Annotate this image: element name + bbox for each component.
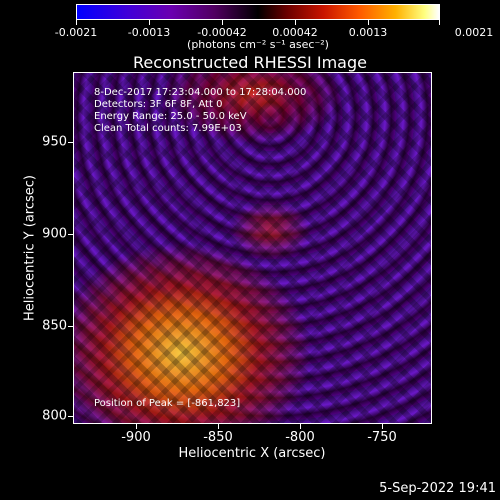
colorbar-tick [149, 20, 150, 25]
x-tick [382, 424, 383, 429]
info-energy: Energy Range: 25.0 - 50.0 keV [94, 111, 247, 122]
colorbar-tick [295, 20, 296, 25]
colorbar-tick [368, 20, 369, 25]
colorbar-tick-label: 0.0013 [348, 26, 388, 39]
y-axis-label: Heliocentric Y (arcsec) [22, 175, 38, 321]
colorbar-tick [222, 20, 223, 25]
colorbar-tick-label: -0.0021 [54, 26, 98, 39]
x-tick-label: -850 [203, 430, 233, 445]
timestamp: 5-Sep-2022 19:41 [379, 481, 496, 496]
x-tick [300, 424, 301, 429]
image-plot: 8-Dec-2017 17:23:04.000 to 17:28:04.000 … [73, 72, 432, 424]
colorbar-tick [76, 20, 77, 25]
colorbar-tick-label: 0.00042 [272, 26, 318, 39]
y-tick-label: 850 [42, 318, 67, 334]
peak-position: Position of Peak = [-861,823] [94, 398, 241, 409]
x-tick [218, 424, 219, 429]
plot-title: Reconstructed RHESSI Image [133, 53, 367, 72]
colorbar-tick-label: -0.00042 [197, 26, 247, 39]
y-tick-label: 950 [42, 134, 67, 150]
colorbar [76, 4, 440, 20]
info-detectors: Detectors: 3F 6F 8F, Att 0 [94, 99, 223, 110]
x-axis-label: Heliocentric X (arcsec) [178, 446, 326, 461]
colorbar-tick [439, 20, 440, 25]
y-tick-label: 900 [42, 226, 67, 242]
y-tick [68, 142, 73, 143]
y-tick [68, 416, 73, 417]
y-tick-label: 800 [42, 408, 67, 424]
colorbar-tick-label: 0.0021 [454, 26, 494, 39]
y-tick [68, 234, 73, 235]
colorbar-units: (photons cm⁻² s⁻¹ asec⁻²) [187, 38, 329, 51]
x-tick-label: -900 [121, 430, 151, 445]
info-time-range: 8-Dec-2017 17:23:04.000 to 17:28:04.000 [94, 87, 307, 98]
colorbar-tick-label: -0.0013 [127, 26, 171, 39]
y-tick [68, 326, 73, 327]
info-clean: Clean Total counts: 7.99E+03 [94, 123, 242, 134]
x-tick [136, 424, 137, 429]
x-tick-label: -800 [285, 430, 315, 445]
x-tick-label: -750 [367, 430, 397, 445]
